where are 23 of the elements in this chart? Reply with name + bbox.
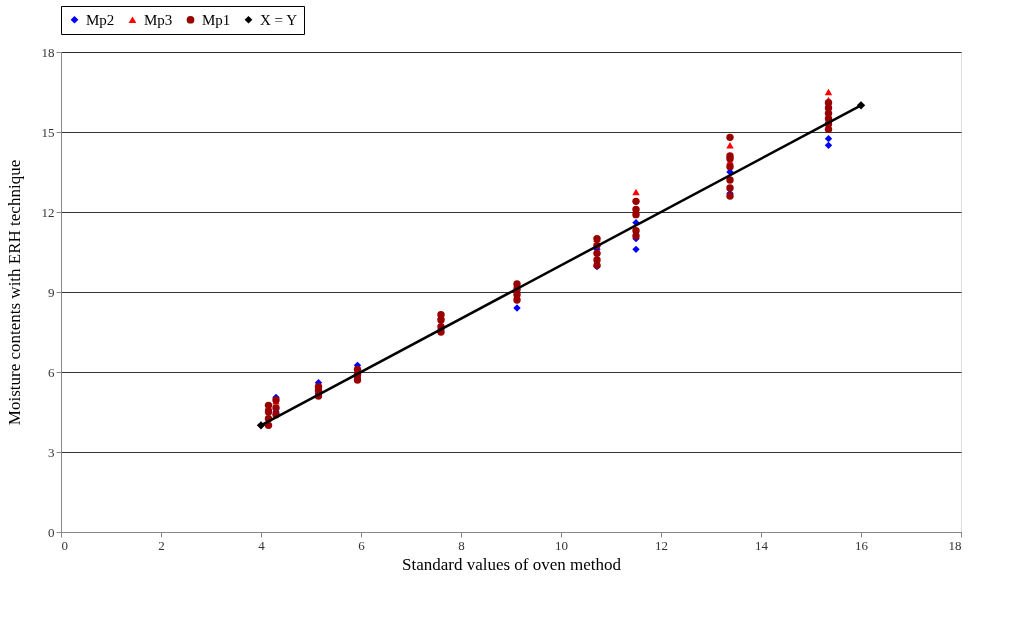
x-tick-label: 8: [458, 537, 465, 553]
x-tick-label: 0: [61, 537, 68, 553]
y-tick-label: 0: [48, 524, 55, 540]
y-tick-label: 12: [41, 204, 55, 220]
legend-label: Mp3: [144, 11, 173, 28]
x-tick-label: 10: [555, 537, 568, 553]
y-tick-label: 6: [48, 364, 55, 380]
x-axis-title: Standard values of oven method: [401, 554, 622, 574]
y-tick-label: 9: [48, 284, 55, 300]
y-tick-label: 15: [41, 124, 55, 140]
x-tick-label: 18: [948, 537, 962, 553]
legend-label: Mp1: [202, 11, 231, 28]
x-tick-label: 16: [855, 537, 869, 553]
x-tick-label: 14: [755, 537, 769, 553]
x-tick-label: 4: [258, 537, 266, 553]
x-tick-label: 6: [358, 537, 366, 553]
x-tick-label: 2: [158, 537, 165, 553]
legend-label: X = Y: [260, 11, 298, 28]
y-tick-label: 3: [48, 444, 55, 460]
legend-label: Mp2: [86, 11, 115, 28]
x-tick-label: 12: [655, 537, 668, 553]
y-axis-title: Moisture contents with ERH technique: [4, 159, 24, 426]
y-tick-label: 18: [41, 44, 55, 60]
